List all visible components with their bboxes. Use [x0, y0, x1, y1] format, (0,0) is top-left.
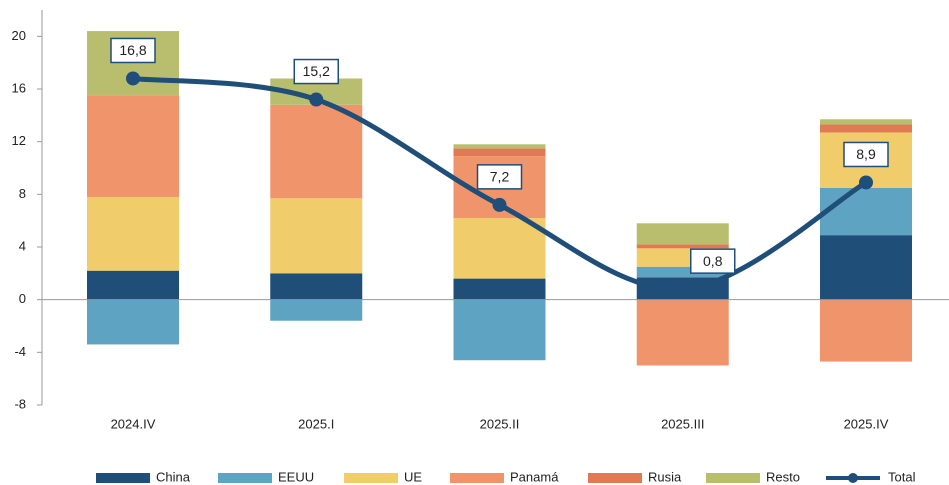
legend-label: China: [156, 469, 191, 484]
legend-label: Resto: [766, 469, 800, 484]
label-box: [843, 141, 889, 168]
label-box: [476, 164, 523, 190]
bar-segment: [636, 244, 729, 249]
bar-segment: [453, 148, 546, 157]
bar-segment: [453, 299, 546, 361]
bar-segment: [636, 223, 729, 245]
bar-segment: [636, 266, 729, 278]
bar-segment: [87, 95, 179, 197]
bar-segment: [87, 270, 179, 300]
x-tick-label: 2024.IV: [111, 416, 156, 431]
x-tick-label: 2025.III: [661, 416, 704, 431]
legend-swatch: [96, 473, 150, 483]
data-label: 16,8: [119, 42, 146, 58]
bar-segment: [87, 299, 179, 345]
x-tick-label: 2025.II: [480, 416, 520, 431]
y-tick-label: 4: [19, 238, 26, 253]
data-label: 7,2: [490, 169, 510, 185]
legend-label: UE: [404, 469, 422, 484]
legend-label: Panamá: [510, 469, 559, 484]
bar-segment: [820, 187, 912, 236]
legend-swatch: [706, 473, 760, 483]
data-label: 0,8: [703, 253, 723, 269]
label-box: [293, 58, 339, 85]
bar-segment: [270, 198, 363, 274]
bar-segment: [636, 299, 729, 366]
y-tick-label: 12: [12, 133, 26, 148]
bar-segment: [820, 235, 912, 300]
y-tick-label: 0: [19, 291, 26, 306]
legend-label: EEUU: [278, 469, 314, 484]
bar-segment: [270, 299, 363, 321]
bar-segment: [453, 278, 546, 300]
legend-swatch: [344, 473, 398, 483]
data-label: 15,2: [303, 63, 330, 79]
x-tick-label: 2025.I: [298, 416, 334, 431]
label-box: [110, 37, 156, 64]
y-tick-label: -4: [14, 344, 26, 359]
data-label: 8,9: [856, 146, 876, 162]
legend-swatch: [588, 473, 642, 483]
bar-segment: [270, 104, 363, 199]
legend-label: Rusia: [648, 469, 682, 484]
total-point: [859, 175, 873, 190]
bar-segment: [820, 119, 912, 125]
total-point: [675, 282, 690, 297]
bar-segment: [820, 299, 912, 362]
bar-segment: [453, 218, 546, 279]
y-tick-label: -8: [14, 396, 26, 411]
total-point: [126, 71, 140, 86]
legend-marker: [848, 473, 858, 483]
total-point: [492, 197, 507, 212]
bar-segment: [270, 273, 363, 300]
y-tick-label: 8: [19, 186, 26, 201]
y-tick-label: 20: [12, 28, 26, 43]
y-tick-label: 16: [12, 80, 26, 95]
x-tick-label: 2025.IV: [844, 416, 889, 431]
total-point: [309, 92, 324, 107]
bar-segment: [87, 196, 179, 271]
bar-segment: [820, 124, 912, 133]
legend-swatch: [450, 473, 504, 483]
legend-swatch: [218, 473, 272, 483]
bar-segment: [453, 144, 546, 149]
label-box: [690, 248, 736, 274]
legend-label: Total: [888, 469, 916, 484]
